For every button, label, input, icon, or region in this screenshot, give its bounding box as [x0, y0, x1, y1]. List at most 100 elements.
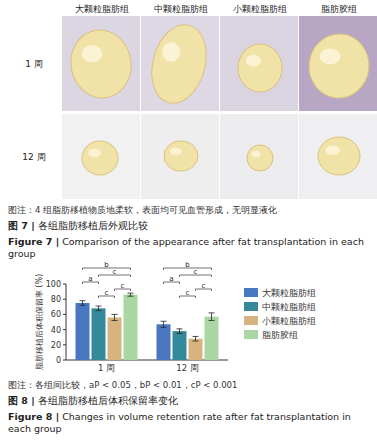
bar: [205, 317, 219, 360]
fat-graft: [82, 141, 118, 175]
column-header: 大颗粒脂肪组: [62, 3, 141, 16]
significance-bracket: c: [196, 282, 212, 291]
significance-bracket: c: [180, 289, 196, 298]
significance-label: c: [186, 289, 190, 297]
significance-label: a: [88, 275, 92, 283]
column-header: 小颗粒脂肪组: [220, 3, 299, 16]
x-axis: [66, 360, 228, 361]
x-tick-label: 12 周: [176, 363, 199, 373]
highlight: [82, 45, 103, 62]
y-tick-label: 60: [51, 310, 61, 319]
bar: [173, 331, 187, 360]
bar: [76, 303, 90, 360]
fat-graft: [318, 137, 360, 175]
significance-label: c: [113, 268, 117, 276]
photo: [62, 114, 140, 199]
significance-label: b: [104, 262, 109, 269]
significance-label: c: [202, 282, 206, 290]
highlight: [162, 42, 180, 62]
fat-graft: [66, 25, 137, 102]
column-header: 脂肪胶组: [299, 3, 377, 16]
photo: [299, 16, 377, 111]
y-tick-label: 40: [51, 326, 61, 335]
significance-bracket: b: [83, 262, 131, 270]
y-tick: [63, 329, 66, 330]
y-tick: [63, 314, 66, 315]
significance-label: b: [185, 262, 190, 269]
legend-swatch: [244, 288, 258, 297]
photo: [62, 16, 140, 111]
highlight: [325, 146, 340, 156]
legend-label: 脂肪胶组: [262, 330, 298, 340]
highlight: [170, 148, 182, 156]
figure-note: 图注：4 组脂肪移植物质地柔软，表面均可见血管形成，无明显液化: [8, 205, 373, 217]
significance-label: c: [105, 289, 109, 297]
photo: [220, 16, 298, 111]
photo: [220, 114, 298, 199]
y-tick-label: 100: [46, 280, 61, 289]
significance-bracket: a: [164, 275, 180, 284]
caption-en: Figure 7 | Comparison of the appearance …: [8, 236, 373, 260]
bar: [92, 308, 106, 360]
error-bar: [112, 314, 118, 320]
significance-bracket: c: [99, 289, 115, 298]
photo-grid: [0, 0, 377, 205]
significance-label: c: [194, 268, 198, 276]
photo: [141, 114, 219, 199]
significance-bracket: c: [99, 268, 131, 277]
bar: [108, 317, 122, 360]
significance-bracket: b: [164, 262, 212, 270]
highlight: [320, 48, 341, 64]
row-label: 1 周: [12, 58, 56, 71]
bar: [157, 324, 171, 360]
legend-swatch: [244, 316, 258, 325]
bar: [189, 339, 203, 360]
fat-graft: [238, 44, 282, 92]
bar: [124, 295, 138, 360]
y-tick: [63, 284, 66, 285]
y-tick-label: 0: [56, 356, 61, 365]
legend-swatch: [244, 330, 258, 339]
highlight: [88, 149, 101, 158]
photo: [141, 16, 219, 111]
highlight: [252, 151, 261, 158]
highlight: [246, 55, 261, 67]
y-tick: [63, 344, 66, 345]
error-bar: [128, 293, 134, 296]
y-axis: [66, 284, 67, 360]
caption-en: Figure 8 | Changes in volume retention r…: [8, 411, 373, 435]
fat-graft: [144, 19, 215, 110]
bars: [76, 293, 219, 360]
y-tick: [63, 360, 66, 361]
fat-graft: [164, 141, 198, 171]
significance-label: a: [169, 275, 173, 283]
x-tick-label: 1 周: [98, 363, 115, 373]
error-bar: [177, 329, 183, 334]
caption-zh: 图 8 | 各组脂肪移植后体积保留率变化: [8, 395, 373, 408]
error-bar: [96, 306, 102, 311]
significance-bracket: c: [115, 282, 131, 291]
chart: 020406080100脂肪移植后体积保留率 (%)1 周12 周bcaccbc…: [0, 262, 377, 382]
y-tick: [63, 299, 66, 300]
photo: [299, 114, 377, 199]
significance-bracket: a: [83, 275, 99, 284]
fat-graft: [306, 32, 371, 101]
row-label: 12 周: [12, 151, 56, 164]
caption-zh: 图 7 | 各组脂肪移植后外观比较: [8, 220, 373, 233]
error-bar: [80, 301, 86, 306]
error-bar: [209, 313, 215, 321]
figure-note: 图注：各组间比较，aP < 0.05，bP < 0.01，cP < 0.001: [8, 380, 373, 392]
legend-label: 大颗粒脂肪组: [262, 288, 316, 298]
y-tick-label: 80: [51, 295, 61, 304]
error-bar: [193, 336, 199, 341]
column-header: 中颗粒脂肪组: [141, 3, 220, 16]
y-tick-label: 20: [51, 341, 61, 350]
legend-label: 小颗粒脂肪组: [262, 316, 316, 326]
significance-label: c: [121, 282, 125, 290]
significance-bracket: c: [180, 268, 212, 277]
fat-graft: [247, 145, 273, 171]
legend-swatch: [244, 302, 258, 311]
legend-label: 中颗粒脂肪组: [262, 302, 316, 312]
error-bar: [161, 321, 167, 327]
y-axis-label: 脂肪移植后体积保留率 (%): [35, 274, 44, 370]
